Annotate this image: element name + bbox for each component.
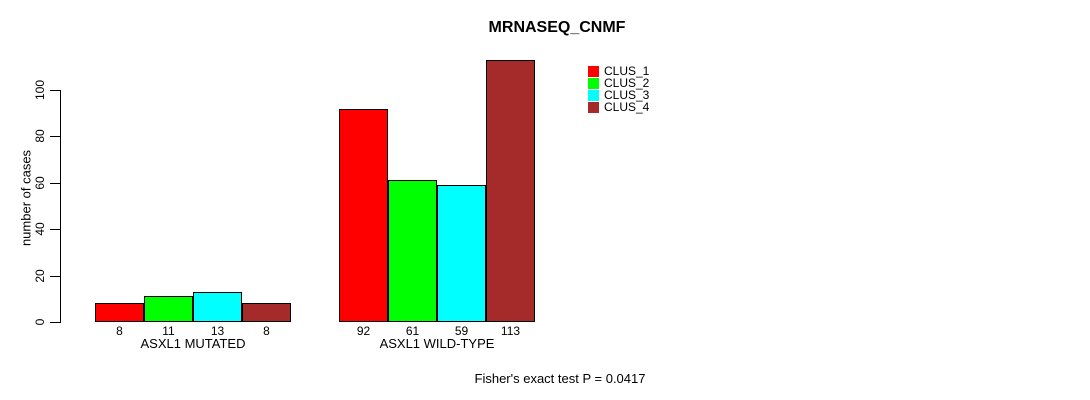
bar xyxy=(193,291,242,322)
bar xyxy=(144,296,193,322)
legend-item: CLUS_3 xyxy=(588,89,649,101)
annotation-text: Fisher's exact test P = 0.0417 xyxy=(474,371,646,386)
legend-item: CLUS_4 xyxy=(588,101,649,113)
y-axis-tick-label: 40 xyxy=(33,222,47,236)
bar-value-label: 8 xyxy=(116,324,123,338)
y-axis-tick-label: 60 xyxy=(33,176,47,190)
bar xyxy=(242,303,291,322)
chart-title: MRNASEQ_CNMF xyxy=(488,19,626,36)
y-axis-tick-label: 20 xyxy=(33,268,47,283)
bar-value-label: 92 xyxy=(356,324,371,338)
y-axis-tick xyxy=(50,136,60,138)
legend-label: CLUS_2 xyxy=(604,76,650,90)
bar-value-label: 59 xyxy=(454,324,469,338)
bar-value-label: 13 xyxy=(210,324,225,338)
legend-item: CLUS_2 xyxy=(588,77,649,89)
bar xyxy=(486,59,535,322)
y-axis-label: number of cases xyxy=(18,149,34,247)
legend-label: CLUS_1 xyxy=(604,64,650,78)
bar-value-label: 113 xyxy=(500,324,521,338)
legend-swatch-icon xyxy=(588,101,599,113)
bar xyxy=(437,185,486,322)
y-axis-tick xyxy=(50,322,60,323)
group-label: ASXL1 WILD-TYPE xyxy=(379,336,495,351)
y-axis-tick xyxy=(50,275,60,277)
y-axis-tick-label: 80 xyxy=(33,129,47,144)
group-label: ASXL1 MUTATED xyxy=(140,336,246,351)
legend-item: CLUS_1 xyxy=(588,65,649,77)
legend: CLUS_1 CLUS_2 CLUS_3 CLUS_4 xyxy=(588,65,649,113)
bar xyxy=(95,303,144,322)
legend-label: CLUS_3 xyxy=(604,88,650,102)
legend-swatch-icon xyxy=(588,65,599,77)
legend-label: CLUS_4 xyxy=(604,100,650,114)
y-axis-line xyxy=(60,90,61,323)
y-axis-tick-label: 0 xyxy=(33,318,47,326)
legend-swatch-icon xyxy=(588,89,599,101)
bar xyxy=(339,108,388,322)
y-axis-tick xyxy=(50,182,60,184)
y-axis-tick xyxy=(50,229,60,231)
bar-value-label: 8 xyxy=(263,324,270,338)
bar-value-label: 61 xyxy=(405,324,420,338)
bar-value-label: 11 xyxy=(162,324,175,338)
legend-swatch-icon xyxy=(588,77,599,89)
bar xyxy=(388,180,437,322)
y-axis-tick-label: 100 xyxy=(33,79,47,101)
y-axis-tick xyxy=(50,90,60,91)
